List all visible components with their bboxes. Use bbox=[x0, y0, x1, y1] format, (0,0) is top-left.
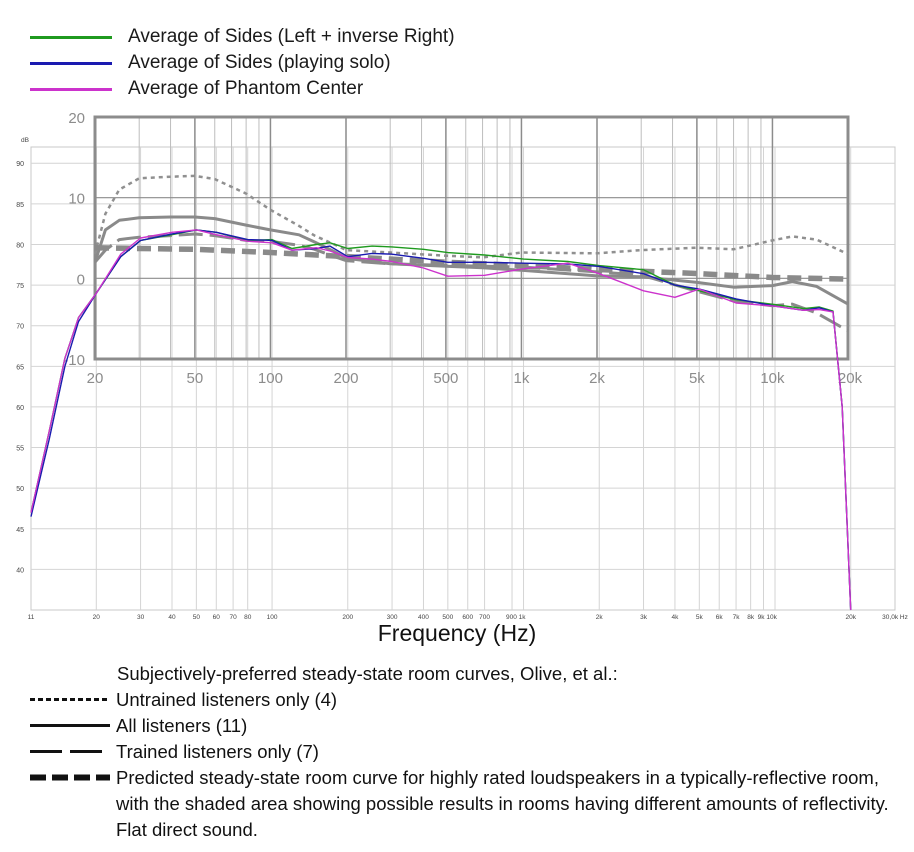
overlay-x-tick-label: 10k bbox=[760, 370, 785, 387]
x-tick-label: 5k bbox=[696, 614, 704, 621]
y-tick-label: 85 bbox=[16, 202, 24, 209]
overlay-x-tick-label: 1k bbox=[514, 370, 530, 387]
thick-dash-swatch bbox=[30, 774, 110, 781]
x-tick-label: 400 bbox=[418, 614, 429, 621]
x-tick-label: 9k 10k bbox=[758, 614, 778, 621]
long-dash-swatch bbox=[30, 750, 110, 753]
overlay-x-tick-label: 5k bbox=[689, 370, 705, 387]
solid-line-swatch bbox=[30, 724, 110, 727]
y-tick-label: 80 bbox=[16, 242, 24, 249]
overlay-x-tick-label: 500 bbox=[433, 370, 458, 387]
overlay-y-tick-label: -10 bbox=[63, 352, 85, 369]
legend-label: Average of Phantom Center bbox=[128, 78, 364, 99]
x-tick-label: 70 bbox=[229, 614, 237, 621]
overlay-x-tick-label: 20k bbox=[838, 370, 863, 387]
x-tick-label: 300 bbox=[387, 614, 398, 621]
y-tick-label: 40 bbox=[16, 567, 24, 574]
legend-item-sides-inverse: Average of Sides (Left + inverse Right) bbox=[30, 24, 455, 50]
overlay-y-tick-label: 0 bbox=[77, 271, 85, 288]
y-axis-unit-label: dB bbox=[21, 137, 29, 144]
note-label: Trained listeners only (7) bbox=[116, 741, 319, 762]
x-tick-label: 700 bbox=[479, 614, 490, 621]
x-tick-label: 60 bbox=[213, 614, 221, 621]
overlay-x-tick-label: 2k bbox=[589, 370, 605, 387]
overlay-x-tick-label: 100 bbox=[258, 370, 283, 387]
note-label: All listeners (11) bbox=[116, 715, 248, 736]
x-tick-label: 100 bbox=[267, 614, 278, 621]
x-tick-label: 500 bbox=[442, 614, 453, 621]
y-tick-label: 45 bbox=[16, 527, 24, 534]
note-predicted: Predicted steady-state room curve for hi… bbox=[30, 765, 910, 843]
x-tick-label: 200 bbox=[342, 614, 353, 621]
note-label: Predicted steady-state room curve for hi… bbox=[116, 767, 889, 840]
x-tick-label: 2k bbox=[596, 614, 604, 621]
chart-legend: Average of Sides (Left + inverse Right) … bbox=[30, 24, 455, 102]
x-tick-label: 20 bbox=[93, 614, 101, 621]
x-tick-label: 80 bbox=[244, 614, 252, 621]
note-label: Untrained listeners only (4) bbox=[116, 689, 338, 710]
olive-notes: Subjectively-preferred steady-state room… bbox=[30, 660, 910, 843]
legend-item-phantom-center: Average of Phantom Center bbox=[30, 76, 455, 102]
legend-label: Average of Sides (Left + inverse Right) bbox=[128, 26, 455, 47]
x-axis-title: Frequency (Hz) bbox=[377, 620, 537, 646]
note-trained: Trained listeners only (7) bbox=[30, 739, 910, 765]
legend-swatch-green bbox=[30, 35, 112, 39]
x-tick-label: 600 bbox=[462, 614, 473, 621]
frequency-response-chart: 40 45 50 55 60 65 70 75 80 85 90 dB 11 20 30 40 50 60 70 80… bbox=[16, 110, 908, 621]
dotted-line-swatch bbox=[30, 698, 110, 701]
x-tick-label: 8k bbox=[747, 614, 755, 621]
y-tick-label: 55 bbox=[16, 446, 24, 453]
overlay-frame bbox=[93, 115, 850, 361]
y-tick-label: 65 bbox=[16, 364, 24, 371]
notes-heading: Subjectively-preferred steady-state room… bbox=[117, 663, 618, 684]
overlay-x-tick-label: 200 bbox=[333, 370, 358, 387]
measured-curve-1 bbox=[30, 229, 852, 611]
y-tick-label: 75 bbox=[16, 283, 24, 290]
legend-swatch-blue bbox=[30, 61, 112, 65]
legend-swatch-magenta bbox=[30, 87, 112, 91]
note-all-listeners: All listeners (11) bbox=[30, 713, 910, 739]
x-tick-label: 6k bbox=[716, 614, 724, 621]
y-tick-label: 90 bbox=[16, 161, 24, 168]
y-tick-label: 50 bbox=[16, 486, 24, 493]
legend-label: Average of Sides (playing solo) bbox=[128, 52, 391, 73]
x-tick-label: 50 bbox=[193, 614, 201, 621]
y-tick-label: 70 bbox=[16, 324, 24, 331]
overlay-x-tick-label: 20 bbox=[87, 370, 104, 387]
measured-curve-2 bbox=[30, 229, 852, 611]
x-tick-label: 11 bbox=[28, 614, 35, 621]
note-untrained: Untrained listeners only (4) bbox=[30, 687, 910, 713]
x-tick-label: 7k bbox=[733, 614, 741, 621]
x-tick-label: 4k bbox=[672, 614, 680, 621]
x-tick-label: 3k bbox=[640, 614, 648, 621]
overlay-x-tick-label: 50 bbox=[187, 370, 204, 387]
x-tick-label: 40 bbox=[168, 614, 176, 621]
overlay-y-tick-label: 20 bbox=[68, 110, 85, 127]
x-tick-label: 20k bbox=[845, 614, 856, 621]
y-tick-label: 60 bbox=[16, 405, 24, 412]
x-tick-label: 900 1k bbox=[506, 614, 526, 621]
x-tick-label: 30,0k Hz bbox=[882, 614, 908, 621]
overlay-y-tick-label: 10 bbox=[68, 191, 85, 208]
legend-item-sides-solo: Average of Sides (playing solo) bbox=[30, 50, 455, 76]
x-tick-label: 30 bbox=[137, 614, 145, 621]
